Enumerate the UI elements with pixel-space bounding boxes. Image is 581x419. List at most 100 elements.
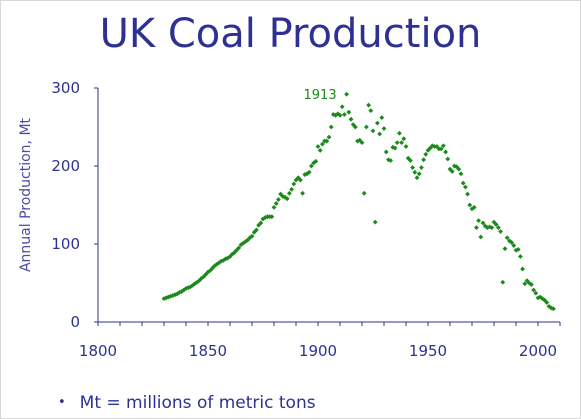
data-point — [412, 169, 418, 175]
data-point — [370, 128, 376, 134]
data-point — [502, 246, 508, 252]
data-point — [269, 214, 275, 220]
data-point — [377, 131, 382, 137]
data-point — [372, 219, 378, 225]
data-point — [381, 126, 387, 131]
bullet-icon: • — [58, 395, 66, 410]
data-point — [504, 235, 510, 241]
chart-title: UK Coal Production — [99, 11, 482, 57]
data-point — [344, 91, 349, 97]
data-point — [493, 222, 499, 227]
data-point — [489, 225, 495, 231]
data-point — [163, 295, 169, 301]
data-point — [199, 275, 204, 281]
data-point — [234, 247, 239, 253]
data-point — [529, 282, 534, 287]
data-point — [500, 279, 506, 285]
data-point — [531, 287, 536, 293]
x-tick-label: 1850 — [189, 342, 227, 360]
data-point — [254, 227, 259, 233]
data-point — [328, 124, 334, 130]
footnote-text: Mt = millions of metric tons — [79, 393, 316, 413]
data-point — [533, 290, 539, 296]
data-point — [403, 144, 409, 149]
data-point — [317, 148, 323, 153]
data-point — [478, 234, 484, 240]
data-point — [353, 124, 358, 130]
data-point — [399, 140, 404, 145]
data-point — [232, 250, 237, 255]
data-point — [535, 295, 541, 301]
data-point — [210, 265, 215, 271]
y-tick-label: 100 — [51, 235, 80, 253]
data-point — [397, 130, 402, 136]
data-point — [441, 143, 446, 149]
data-point — [469, 206, 475, 212]
data-point — [447, 166, 453, 172]
data-point — [511, 243, 517, 248]
data-point — [240, 240, 246, 246]
y-tick-label: 0 — [70, 313, 80, 331]
data-point — [445, 156, 451, 162]
data-point — [304, 171, 310, 177]
data-point — [408, 158, 413, 163]
footnote: • Mt = millions of metric tons — [58, 393, 316, 413]
data-point — [383, 149, 389, 155]
data-point — [280, 194, 286, 199]
data-point — [474, 225, 479, 231]
data-point — [414, 175, 420, 181]
data-point — [315, 144, 321, 149]
data-point — [337, 112, 343, 118]
data-point — [227, 254, 233, 259]
data-point — [518, 254, 523, 259]
data-point — [496, 225, 501, 231]
data-point — [368, 108, 374, 114]
data-point — [300, 190, 305, 196]
x-tick-label: 1800 — [79, 342, 117, 360]
data-point — [394, 140, 400, 145]
data-point — [291, 181, 297, 187]
data-point — [326, 134, 332, 140]
data-point — [375, 120, 380, 126]
data-point — [229, 251, 235, 257]
data-point — [361, 190, 367, 196]
data-point — [401, 136, 407, 142]
data-point — [313, 158, 319, 164]
data-point — [509, 240, 514, 245]
data-point — [302, 172, 308, 177]
data-point — [236, 245, 242, 251]
data-point — [476, 218, 481, 223]
data-point — [366, 102, 371, 108]
data-point — [225, 255, 231, 261]
data-point — [438, 146, 444, 152]
data-point — [260, 216, 266, 222]
data-point — [419, 165, 424, 170]
data-point — [273, 201, 279, 206]
data-point — [293, 177, 299, 183]
data-point — [465, 191, 470, 197]
data-point — [456, 166, 462, 172]
data-point — [335, 111, 341, 117]
data-point — [359, 140, 365, 145]
data-point — [185, 285, 191, 291]
data-point — [284, 196, 290, 202]
data-point — [449, 169, 455, 174]
data-point — [276, 197, 281, 202]
data-point — [379, 115, 385, 121]
data-point — [410, 165, 415, 170]
data-point — [522, 281, 528, 287]
data-point — [388, 158, 393, 163]
data-point — [460, 180, 466, 186]
data-point — [309, 163, 314, 169]
data-point — [471, 204, 477, 210]
data-point — [298, 177, 303, 183]
data-point — [223, 256, 228, 262]
data-point — [520, 266, 525, 272]
data-point — [324, 138, 330, 144]
data-point — [339, 104, 345, 110]
data-point — [480, 220, 486, 226]
data-point — [243, 239, 248, 245]
data-point — [392, 145, 398, 151]
data-point — [443, 149, 448, 155]
